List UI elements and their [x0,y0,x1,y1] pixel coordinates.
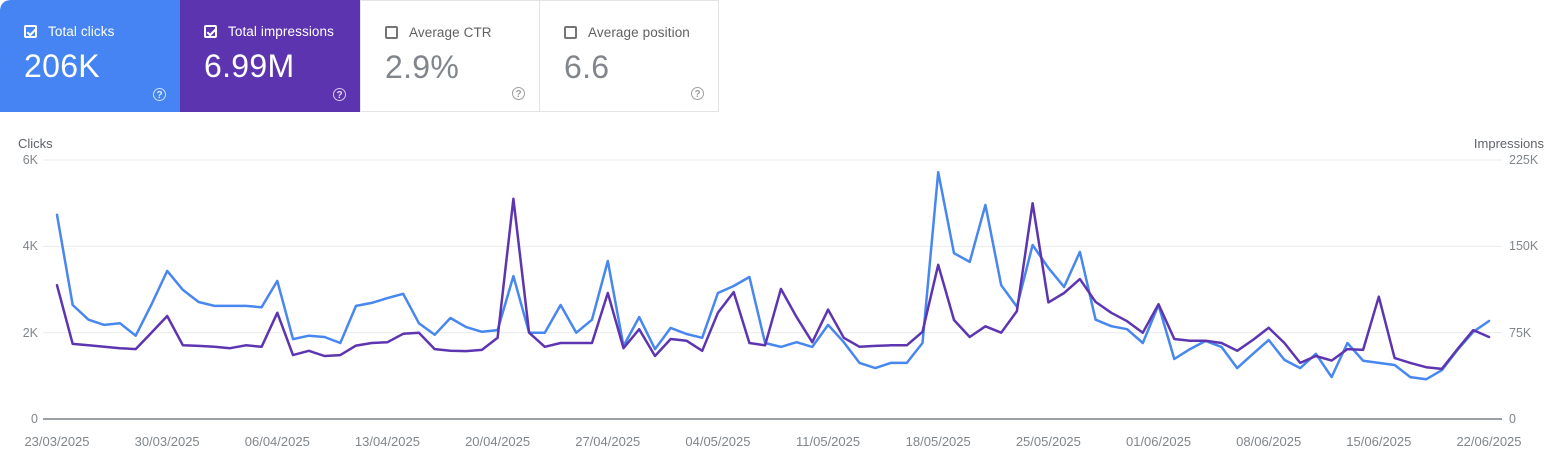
x-axis-date-label: 20/04/2025 [465,434,531,449]
card-average-ctr[interactable]: Average CTR 2.9% ? [360,0,540,112]
left-axis-tick: 0 [31,412,38,426]
right-axis-tick: 0 [1509,412,1516,426]
help-icon[interactable]: ? [333,88,346,101]
average-position-label: Average position [588,25,690,40]
x-axis-date-label: 04/05/2025 [685,434,751,449]
impressions-line [55,197,1491,371]
total-clicks-label: Total clicks [48,24,115,39]
help-icon[interactable]: ? [691,87,704,100]
average-ctr-checkbox[interactable] [385,26,398,39]
left-axis-tick: 6K [22,153,38,167]
x-axis-date-label: 23/03/2025 [24,434,90,449]
help-icon[interactable]: ? [153,88,166,101]
card-total-clicks[interactable]: Total clicks 206K ? [0,0,180,112]
left-axis-tick: 4K [22,239,38,254]
x-axis-date-label: 30/03/2025 [134,434,200,449]
average-ctr-value: 2.9% [385,49,460,85]
x-axis-date-label: 01/06/2025 [1125,434,1192,449]
average-position-checkbox[interactable] [564,26,577,39]
right-axis-title: Impressions [1473,136,1544,151]
x-axis-date-label: 18/05/2025 [905,434,971,449]
clicks-line [55,170,1491,381]
x-axis-date-label: 27/04/2025 [575,434,641,449]
performance-chart: Clicks Impressions 0 0 2K 75K 4K 150K 6K 225K 23… [0,130,1557,474]
total-impressions-checkbox[interactable] [204,25,217,38]
x-axis-date-label: 25/05/2025 [1015,434,1081,449]
left-axis-title: Clicks [18,136,53,151]
left-axis-tick: 2K [22,325,38,340]
x-axis-date-label: 15/06/2025 [1346,434,1412,449]
x-axis-date-label: 13/04/2025 [354,434,420,449]
chart-canvas[interactable] [0,130,1557,474]
total-clicks-checkbox[interactable] [24,25,37,38]
x-axis-date-label: 11/05/2025 [796,434,861,449]
help-icon[interactable]: ? [512,87,525,100]
right-axis-tick: 150K [1509,239,1539,254]
x-axis-date-label: 08/06/2025 [1236,434,1302,449]
total-clicks-value: 206K [24,48,100,84]
total-impressions-value: 6.99M [204,48,295,84]
card-average-position[interactable]: Average position 6.6 ? [539,0,719,112]
metric-cards-row: Total clicks 206K ? Total impressions 6.… [0,0,719,112]
card-total-impressions[interactable]: Total impressions 6.99M ? [180,0,360,112]
total-impressions-label: Total impressions [228,24,334,39]
x-axis-date-label: 06/04/2025 [244,434,310,449]
right-axis-tick: 225K [1509,153,1539,167]
average-ctr-label: Average CTR [409,25,492,40]
average-position-value: 6.6 [564,49,610,85]
right-axis-tick: 75K [1509,325,1532,340]
x-axis-date-label: 22/06/2025 [1456,434,1522,449]
